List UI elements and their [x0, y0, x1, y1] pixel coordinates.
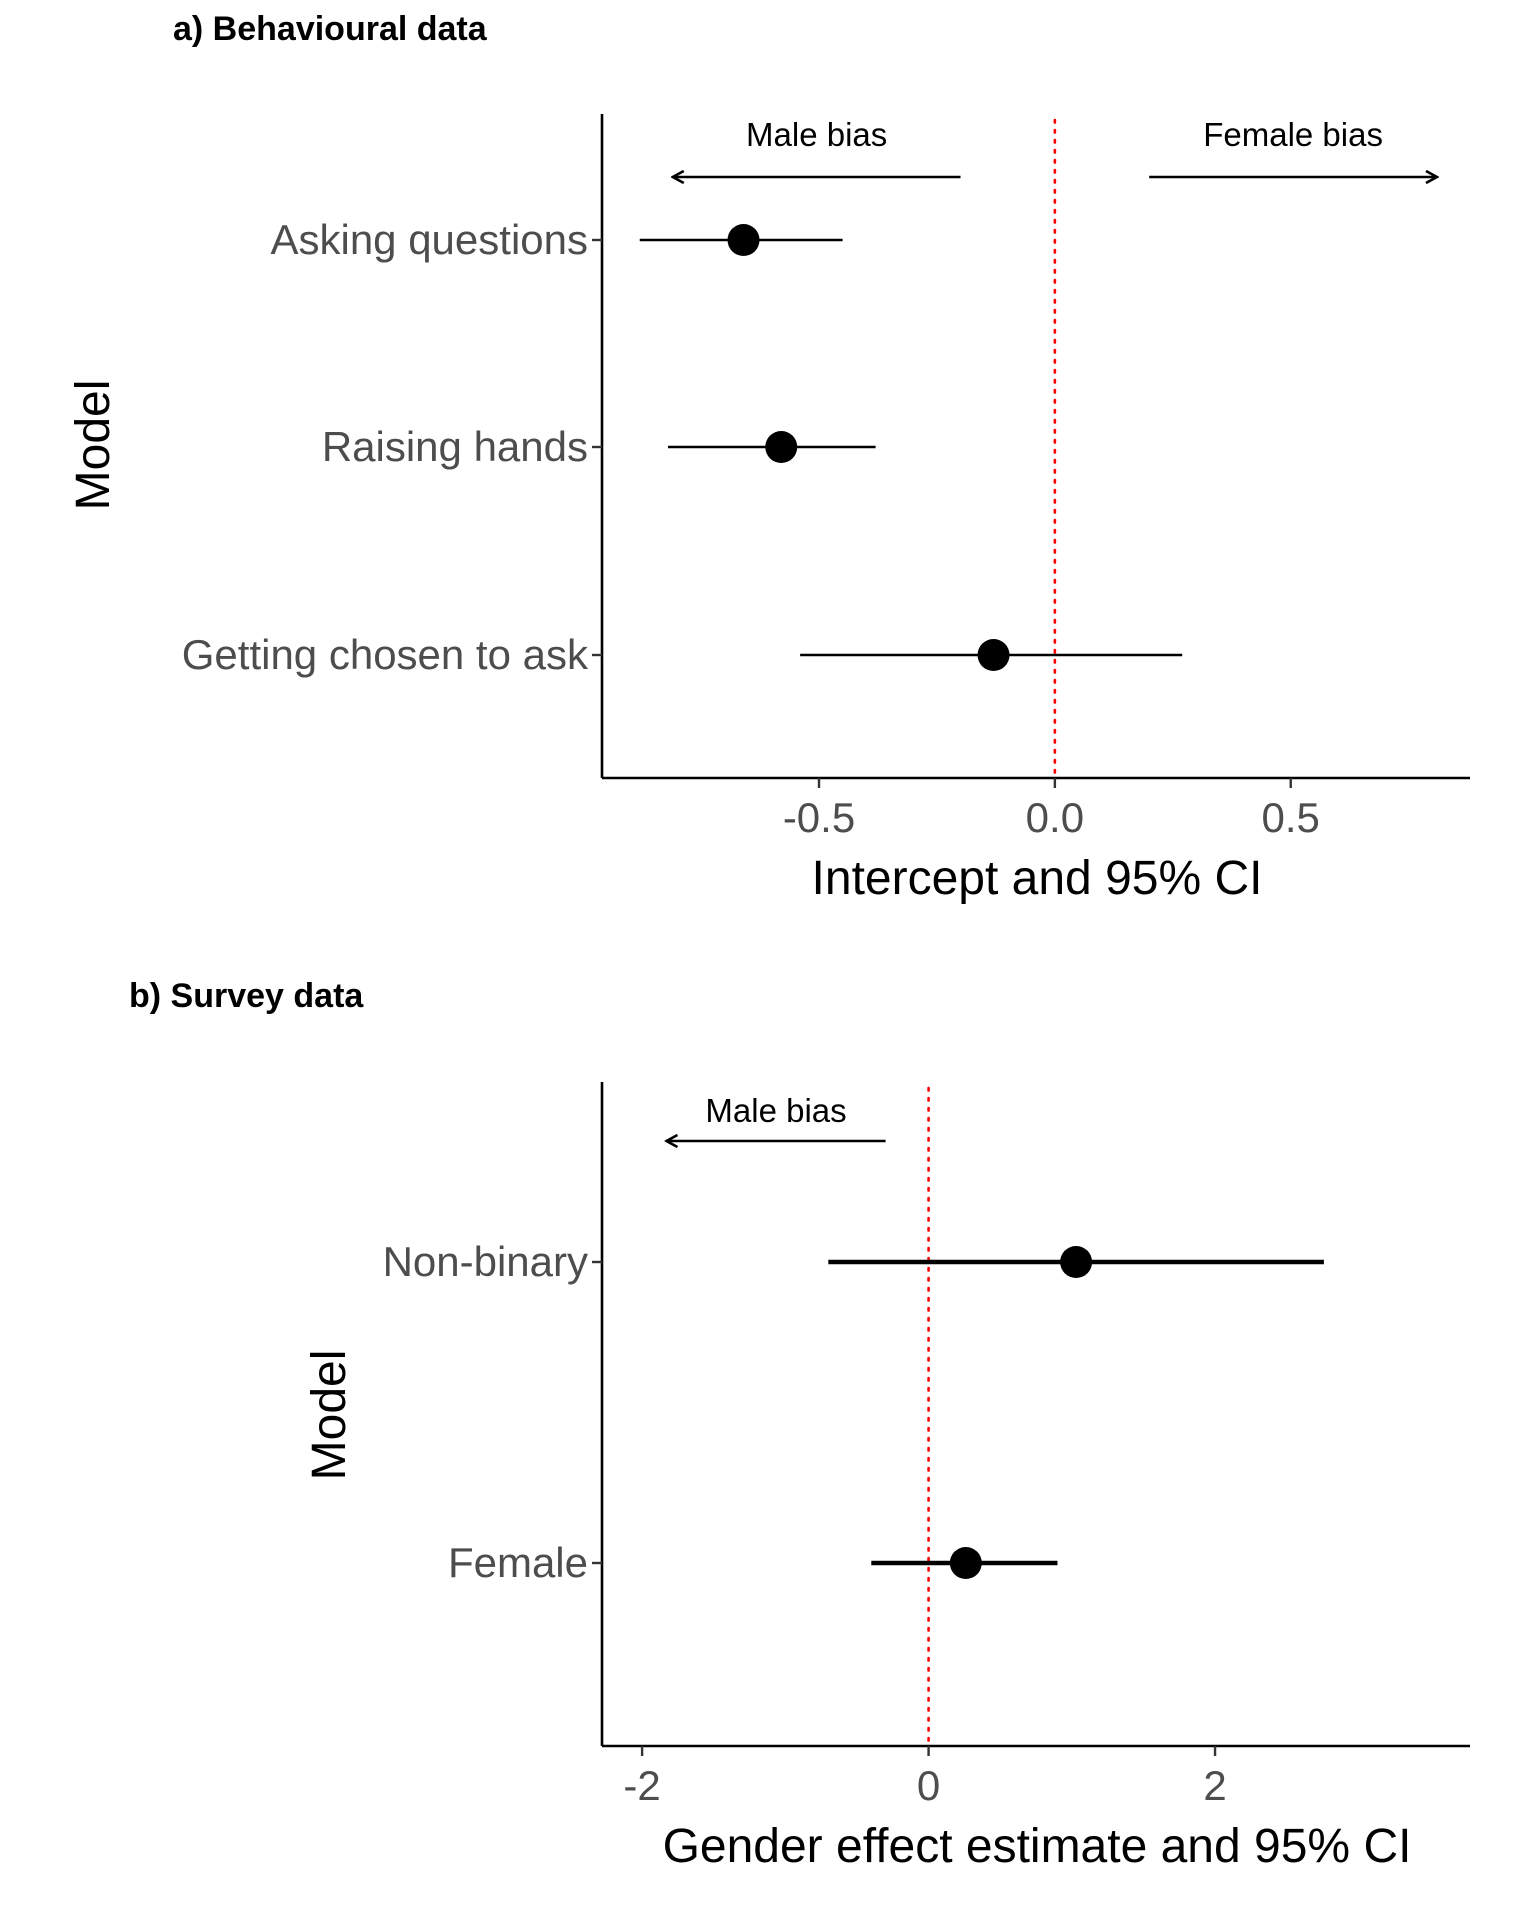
- panel-a-y-tick-label: Raising hands: [322, 423, 588, 470]
- panel-b-title: b) Survey data: [129, 977, 364, 1015]
- panel-b-x-tick-label: -2: [623, 1762, 660, 1809]
- panel-a-estimate-point: [765, 431, 798, 463]
- panel-a-x-tick-label: 0.0: [1026, 794, 1084, 841]
- panel-a-x-axis-title: Intercept and 95% CI: [812, 852, 1263, 905]
- panel-b-x-tick-label: 2: [1203, 1762, 1226, 1809]
- panel-a-title: a) Behavioural data: [173, 10, 488, 48]
- panel-a-annotation-label: Male bias: [746, 116, 887, 153]
- panel-a-estimate-point: [727, 224, 760, 256]
- panel-survey-data: b) Survey data -2 0 2 Male bias Non-binary Fe…: [129, 977, 1470, 1873]
- panel-b-y-tick-label: Female: [448, 1539, 588, 1586]
- panel-a-y-tick-label: Asking questions: [270, 216, 588, 263]
- panel-a-estimate-point: [977, 639, 1010, 671]
- panel-a-x-tick-label: 0.5: [1262, 794, 1320, 841]
- panel-b-y-axis-title: Model: [303, 1350, 356, 1481]
- panel-b-x-axis-title: Gender effect estimate and 95% CI: [663, 1820, 1412, 1873]
- panel-b-x-tick-label: 0: [917, 1762, 940, 1809]
- panel-b-annotation-label: Male bias: [705, 1092, 846, 1129]
- panel-a-x-tick-label: -0.5: [783, 794, 855, 841]
- panel-b-estimate-point: [949, 1547, 982, 1579]
- panel-a-y-axis-title: Model: [67, 380, 120, 511]
- panel-b-y-tick-label: Non-binary: [383, 1238, 588, 1285]
- panel-b-plot-area: -2 0 2 Male bias Non-binary Female: [383, 1082, 1470, 1809]
- panel-a-plot-area: -0.5 0.0 0.5 Male bias Female bias Asking que…: [182, 114, 1470, 841]
- panel-a-annotation-label: Female bias: [1203, 116, 1383, 153]
- panel-behavioural-data: a) Behavioural data -0.5 0.0 0.5 Male bias F…: [67, 10, 1470, 905]
- panel-a-y-tick-label: Getting chosen to ask: [182, 631, 589, 678]
- panel-b-estimate-point: [1060, 1246, 1093, 1278]
